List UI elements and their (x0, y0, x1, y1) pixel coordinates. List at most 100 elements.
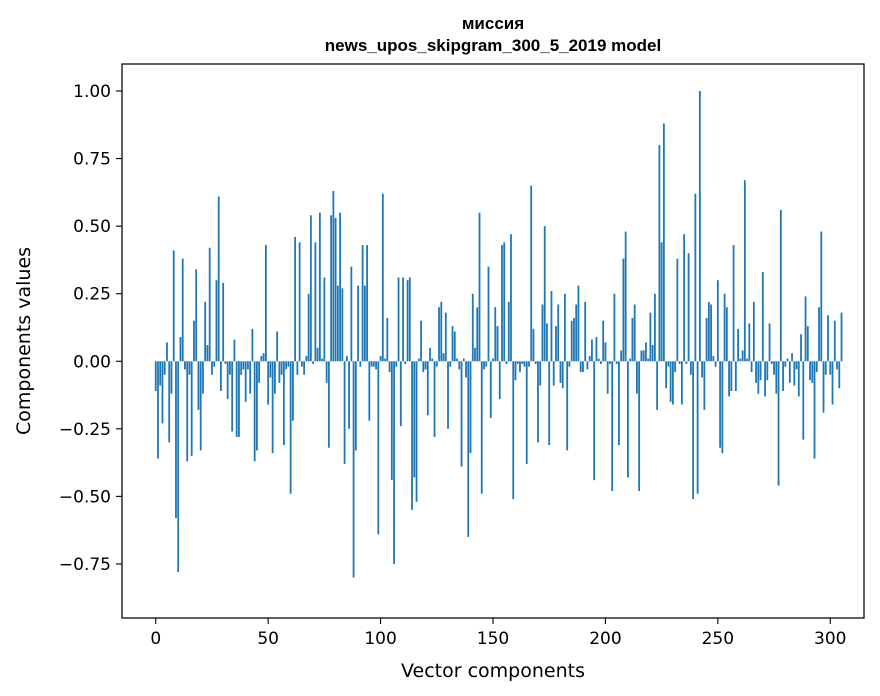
bar (557, 304, 560, 362)
bar (667, 361, 670, 367)
bar (827, 315, 829, 362)
bar (440, 301, 443, 362)
bar (692, 361, 695, 500)
bar (211, 361, 213, 375)
bar (190, 361, 193, 456)
bar (656, 361, 659, 410)
bar (746, 358, 748, 362)
bar (287, 361, 290, 367)
bar (503, 242, 506, 362)
bar (274, 361, 276, 394)
bar (555, 326, 557, 362)
bar (291, 361, 294, 421)
bar (721, 361, 724, 454)
bar (163, 361, 166, 375)
bar (492, 358, 494, 362)
bar (465, 361, 467, 378)
bar (638, 361, 641, 491)
bar (521, 361, 524, 364)
bar (348, 361, 350, 429)
bar (307, 293, 310, 362)
bar (734, 361, 737, 391)
bar (242, 361, 245, 370)
bar (629, 358, 632, 362)
bar (602, 320, 605, 362)
bar (523, 361, 526, 367)
x-tick-label: 100 (364, 629, 396, 649)
bar (179, 336, 182, 362)
bar (840, 312, 843, 362)
bar (624, 231, 627, 362)
bar (631, 318, 634, 362)
bar (640, 350, 643, 362)
bar (404, 361, 407, 364)
bar (202, 361, 204, 394)
bar (406, 280, 409, 362)
bar (622, 258, 625, 362)
bar (471, 293, 474, 362)
bar (435, 361, 438, 367)
bar (824, 361, 827, 375)
bar (550, 291, 553, 362)
bar (741, 350, 744, 362)
bar (413, 361, 416, 478)
bar (680, 361, 683, 405)
bar (528, 361, 530, 367)
bar (249, 361, 252, 394)
bar (694, 193, 697, 362)
bar (588, 355, 591, 362)
bar (334, 218, 337, 362)
bar (773, 361, 775, 375)
bar (379, 355, 382, 362)
bar (579, 361, 582, 373)
bar (698, 91, 701, 362)
bar (271, 361, 274, 454)
bar (262, 353, 265, 362)
bar (159, 361, 162, 386)
bar (665, 361, 668, 389)
bar (647, 358, 650, 362)
bar (818, 307, 820, 362)
bar (215, 280, 218, 362)
bar (296, 361, 299, 375)
bar (269, 361, 272, 378)
bar (494, 307, 497, 362)
bar (458, 361, 461, 370)
bar (514, 361, 517, 381)
bar (707, 301, 710, 362)
bar (312, 361, 315, 364)
bar (157, 361, 159, 459)
bar (368, 361, 371, 421)
bar (447, 361, 449, 429)
bar (620, 350, 623, 362)
bar (238, 361, 240, 437)
bar (501, 245, 503, 362)
bar (469, 361, 472, 454)
bar (537, 361, 539, 443)
bar (712, 355, 715, 362)
bar (838, 361, 841, 389)
bar (316, 347, 319, 362)
bar (177, 361, 180, 573)
bar (323, 277, 326, 362)
bar (276, 331, 279, 362)
bar (791, 353, 793, 362)
y-axis-label: Components values (13, 247, 35, 435)
bar (797, 361, 800, 397)
bar (213, 361, 216, 367)
bar (341, 288, 344, 362)
bar (613, 293, 616, 362)
bar (595, 336, 598, 362)
bar (510, 234, 512, 362)
bar (543, 226, 546, 362)
chart-subtitle: news_upos_skipgram_300_5_2019 model (325, 36, 661, 55)
bar (728, 361, 730, 397)
bar (478, 212, 481, 362)
chart-title: миссия (462, 14, 524, 33)
bar (451, 326, 454, 362)
bar (685, 361, 688, 364)
x-tick-label: 300 (814, 629, 846, 649)
y-tick-label: −0.50 (59, 487, 111, 507)
bar (258, 361, 261, 383)
bar (570, 320, 573, 362)
